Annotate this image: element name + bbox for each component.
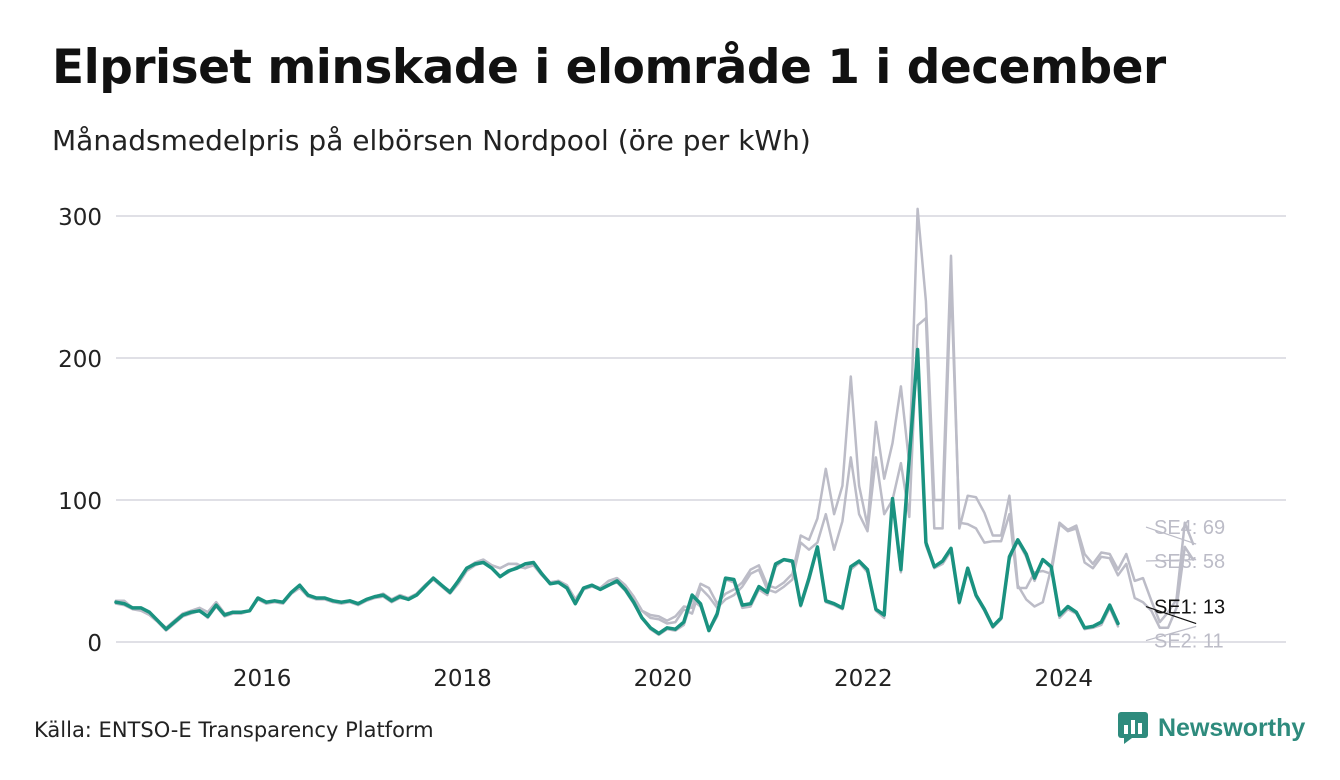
source-note: Källa: ENTSO-E Transparency Platform: [34, 718, 434, 742]
chart-title: Elpriset minskade i elområde 1 i decembe…: [52, 40, 1166, 95]
y-tick-label: 0: [87, 631, 102, 657]
line-chart: 0 100 200 300 2016 2018 2020 2022 2024 SE4: 69 SE3…: [58, 205, 1286, 692]
y-tick-label: 300: [58, 205, 102, 231]
end-label-se1: SE1: 13: [1154, 597, 1225, 619]
brand-logo[interactable]: Newsworthy: [1118, 712, 1305, 744]
series-line-se2: [114, 349, 1120, 637]
series-line-se1: [114, 347, 1120, 636]
x-tick-label: 2018: [433, 666, 492, 692]
x-tick-label: 2020: [634, 666, 693, 692]
end-label-leader-se1: [1145, 605, 1197, 625]
brand-name: Newsworthy: [1158, 713, 1306, 742]
x-tick-label: 2016: [233, 666, 292, 692]
end-label-leader-se2: [1145, 625, 1197, 642]
y-tick-label: 100: [58, 489, 102, 515]
x-tick-label: 2022: [834, 666, 893, 692]
chart-subtitle: Månadsmedelpris på elbörsen Nordpool (ör…: [52, 124, 811, 157]
end-label-se2: SE2: 11: [1154, 631, 1224, 653]
end-label-leader-se3: [1145, 559, 1197, 562]
end-label-se4: SE4: 69: [1154, 517, 1225, 539]
newsworthy-icon: [1118, 712, 1148, 744]
x-tick-label: 2024: [1034, 666, 1093, 692]
end-label-se3: SE3: 58: [1154, 551, 1225, 573]
y-tick-label: 200: [58, 347, 102, 373]
end-label-leader-se4: [1145, 526, 1197, 545]
